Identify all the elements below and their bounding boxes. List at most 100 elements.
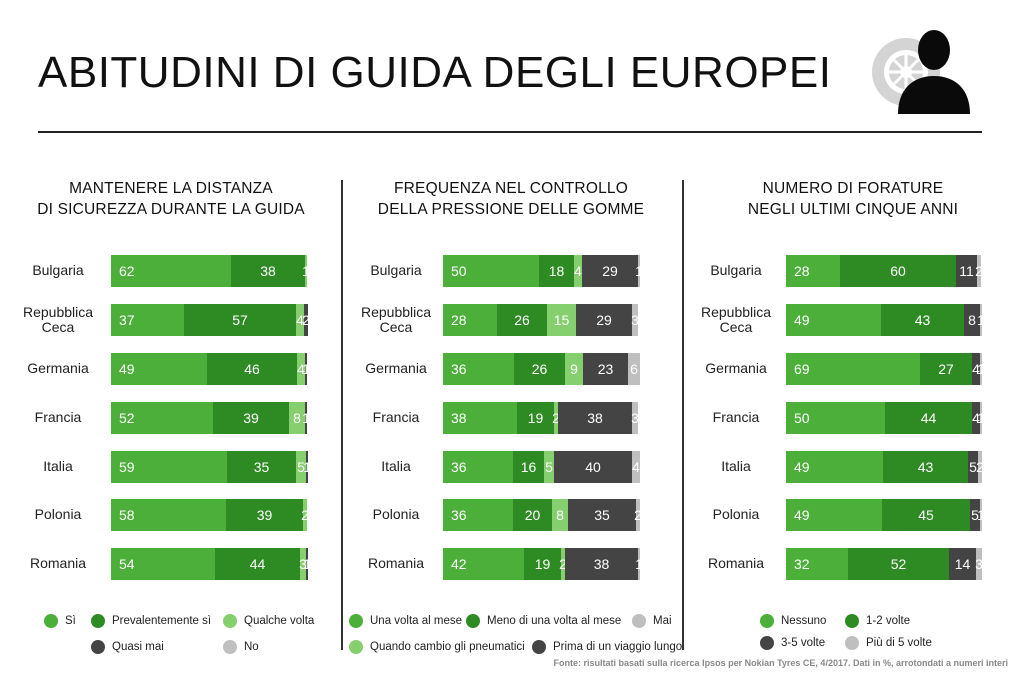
legend-item: Prima di un viaggio lungo	[532, 640, 682, 654]
legend-label: Prima di un viaggio lungo	[553, 641, 683, 653]
bar-segment: 4	[296, 304, 304, 336]
row-label: Bulgaria	[710, 262, 762, 278]
data-label: 1	[977, 410, 985, 426]
data-label: 26	[514, 312, 530, 328]
data-label: 20	[524, 507, 541, 523]
data-label: 28	[794, 263, 810, 279]
divider-left	[341, 180, 343, 650]
bar-segment: 1	[303, 548, 311, 580]
row-label: Germania	[365, 360, 427, 376]
bar-segment: 37	[111, 304, 184, 336]
bar-segment: 2	[975, 255, 983, 287]
legend-item: Una volta al mese	[349, 614, 462, 628]
data-label: 2	[634, 507, 642, 523]
bar-segment: 2	[634, 499, 642, 531]
legend-item: Quando cambio gli pneumatici	[349, 640, 525, 654]
data-label: 32	[794, 556, 810, 572]
bar-segment: 44	[885, 402, 972, 434]
data-label: 5	[297, 459, 305, 475]
bar-segment: 16	[513, 451, 544, 483]
bar-segment: 8	[964, 304, 980, 336]
bar-segment: 59	[111, 451, 227, 483]
bar-segment: 2	[559, 548, 567, 580]
bar-segment: 4	[574, 255, 582, 287]
row-label: Polonia	[712, 506, 760, 522]
row-label: Romania	[29, 555, 87, 571]
data-label: 35	[253, 459, 270, 475]
data-label: 44	[920, 410, 937, 426]
bar-segment: 1	[977, 499, 985, 531]
data-label: 38	[451, 410, 467, 426]
row-label: Bulgaria	[32, 262, 84, 278]
source-note: Fonte: risultati basati sulla ricerca Ip…	[553, 658, 1008, 668]
legend-swatch	[845, 614, 859, 628]
data-label: 50	[794, 410, 810, 426]
bar-segment: 1	[977, 304, 985, 336]
legend-swatch	[44, 614, 58, 628]
legend-swatch	[223, 640, 237, 654]
bar-segment: 5	[544, 451, 554, 483]
data-label: 38	[260, 263, 276, 279]
bar-segment: 50	[443, 255, 539, 287]
data-label: 5	[971, 507, 979, 523]
bar-segment: 38	[231, 255, 305, 287]
data-label: 1	[635, 263, 643, 279]
bar-segment: 39	[226, 499, 303, 531]
legend-swatch	[91, 614, 105, 628]
row-label: Germania	[27, 360, 89, 376]
bar-segment: 1	[635, 255, 643, 287]
data-label: 38	[587, 410, 603, 426]
bar-segment: 1	[302, 353, 310, 385]
bar-segment: 36	[443, 353, 514, 385]
legend-label: 1-2 volte	[866, 615, 911, 627]
data-label: 60	[890, 263, 906, 279]
bar-segment: 4	[632, 451, 640, 483]
data-label: 49	[794, 507, 810, 523]
bar-segment: 43	[881, 304, 964, 336]
data-label: 49	[119, 361, 135, 377]
bar-segment: 50	[786, 402, 885, 434]
data-label: 46	[244, 361, 260, 377]
bar-segment: 58	[111, 499, 226, 531]
bar-segment: 2	[976, 451, 984, 483]
data-label: 69	[794, 361, 810, 377]
legend-item: Qualche volta	[223, 614, 314, 628]
row-label: Francia	[712, 409, 760, 425]
bar-segment: 4	[972, 402, 980, 434]
bar-segment: 49	[786, 499, 882, 531]
legend-swatch	[91, 640, 105, 654]
bar-segment: 45	[882, 499, 970, 531]
data-label: 62	[119, 263, 135, 279]
bar-segment: 32	[786, 548, 848, 580]
data-label: 52	[119, 410, 135, 426]
legend-swatch	[466, 614, 480, 628]
data-label: 8	[968, 312, 976, 328]
bar-segment: 28	[443, 304, 497, 336]
data-label: 19	[534, 556, 551, 572]
data-label: 36	[451, 361, 467, 377]
legend-item: Quasi mai	[91, 640, 164, 654]
bar-segment: 26	[514, 353, 565, 385]
legend-item: 3-5 volte	[760, 636, 825, 650]
data-label: 4	[972, 410, 980, 426]
legend-swatch	[632, 614, 646, 628]
bar-segment: 19	[524, 548, 561, 580]
data-label: 36	[451, 459, 467, 475]
bar-segment: 49	[111, 353, 207, 385]
bar-segment: 39	[213, 402, 289, 434]
bar-segment: 49	[786, 451, 883, 483]
chart-title-line: NUMERO DI FORATURE	[762, 180, 944, 197]
data-label: 49	[794, 312, 810, 328]
legend-item: 1-2 volte	[845, 614, 910, 628]
row-label: Romania	[367, 555, 425, 571]
data-label: 8	[293, 410, 301, 426]
data-label: 49	[794, 459, 810, 475]
legend-item: Sì	[44, 614, 76, 628]
bar-segment: 35	[227, 451, 296, 483]
bar-segment: 27	[920, 353, 972, 385]
data-label: 54	[119, 556, 135, 572]
data-label: 28	[451, 312, 467, 328]
data-label: 16	[520, 459, 537, 475]
chart-title-line: NEGLI ULTIMI CINQUE ANNI	[747, 201, 959, 218]
legend-item: Meno di una volta al mese	[466, 614, 621, 628]
